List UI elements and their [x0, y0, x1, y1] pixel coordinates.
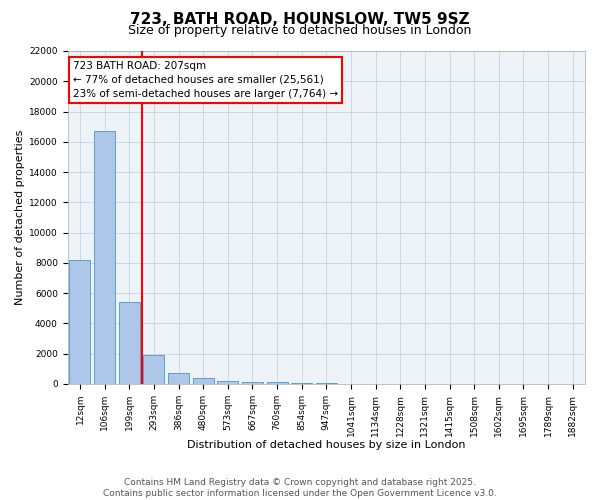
Bar — [266, 382, 287, 384]
Bar — [168, 374, 189, 384]
Text: Size of property relative to detached houses in London: Size of property relative to detached ho… — [128, 24, 472, 37]
Text: 723, BATH ROAD, HOUNSLOW, TW5 9SZ: 723, BATH ROAD, HOUNSLOW, TW5 9SZ — [130, 12, 470, 28]
Bar — [291, 383, 312, 384]
Text: 723 BATH ROAD: 207sqm
← 77% of detached houses are smaller (25,561)
23% of semi-: 723 BATH ROAD: 207sqm ← 77% of detached … — [73, 61, 338, 99]
Y-axis label: Number of detached properties: Number of detached properties — [15, 130, 25, 305]
X-axis label: Distribution of detached houses by size in London: Distribution of detached houses by size … — [187, 440, 466, 450]
Text: Contains HM Land Registry data © Crown copyright and database right 2025.
Contai: Contains HM Land Registry data © Crown c… — [103, 478, 497, 498]
Bar — [217, 381, 238, 384]
Bar — [193, 378, 214, 384]
Bar — [94, 131, 115, 384]
Bar — [119, 302, 140, 384]
Bar — [143, 355, 164, 384]
Bar — [70, 260, 91, 384]
Bar — [316, 383, 337, 384]
Bar — [242, 382, 263, 384]
